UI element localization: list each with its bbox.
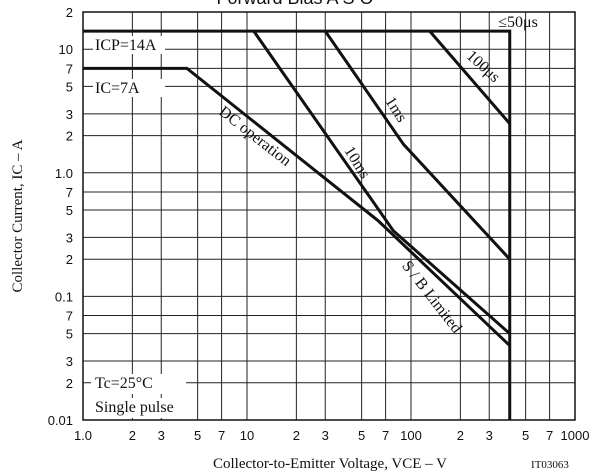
soa-line [83,66,511,347]
x-tick-label: 100 [400,428,422,443]
x-axis-label: Collector-to-Emitter Voltage, VCE – V [213,456,447,472]
annotation: ICP=14A [95,37,157,54]
annotation-bg [91,374,186,394]
x-tick-label: 5 [522,428,529,443]
x-tick-label: 2 [457,428,464,443]
annotation-bg [91,398,186,418]
x-tick-label: 3 [158,428,165,443]
annotation-bg [93,36,165,54]
x-tick-label: 3 [486,428,493,443]
x-tick-label: 3 [322,428,329,443]
y-tick-label: 3 [66,107,73,122]
soa-line [252,30,511,335]
x-tick-label: 7 [218,428,225,443]
x-tick-label: 5 [194,428,201,443]
y-tick-label: 7 [66,309,73,324]
y-tick-label: 7 [66,185,73,200]
y-tick-label: 5 [66,203,73,218]
y-tick-label: 5 [66,79,73,94]
series-label: 100μs [463,47,503,86]
y-tick-label: 2 [66,252,73,267]
x-tick-label: 2 [293,428,300,443]
soa-line [83,29,512,420]
y-tick-label: 0.1 [55,289,73,304]
soa-line [324,30,511,261]
x-tick-label: 1.0 [74,428,92,443]
x-tick-label: 5 [358,428,365,443]
y-tick-label: 1.0 [55,166,73,181]
y-tick-label: 2 [66,5,73,20]
y-tick-label: 10 [59,42,73,57]
annotation-bg [93,79,165,97]
chart-title: Forward Bias A S O [216,0,373,8]
y-tick-label: 5 [66,327,73,342]
annotation: Single pulse [95,399,174,416]
x-tick-label: 1000 [561,428,590,443]
x-tick-label: 7 [382,428,389,443]
x-tick-label: 10 [240,428,254,443]
y-axis-label: Collector Current, IC – A [10,139,26,292]
annotation: IC=7A [95,80,140,97]
x-tick-label: 7 [546,428,553,443]
y-tick-label: 0.01 [48,413,73,428]
y-tick-label: 2 [66,129,73,144]
plot-frame [82,11,576,421]
y-tick-label: 7 [66,61,73,76]
series-label: DC operation [215,103,294,170]
soa-line [428,30,511,125]
annotation: Tc=25°C [95,375,153,392]
series-label: ≤50μs [498,14,538,31]
figure-code: IT03063 [531,459,569,471]
x-tick-label: 2 [129,428,136,443]
y-tick-label: 3 [66,354,73,369]
y-tick-label: 3 [66,230,73,245]
y-tick-label: 2 [66,376,73,391]
